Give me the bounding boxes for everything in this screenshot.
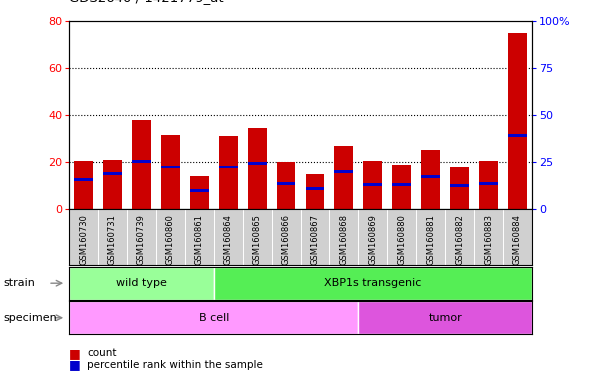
Text: count: count	[87, 348, 117, 358]
Bar	[69, 301, 358, 334]
Bar	[74, 178, 93, 180]
Bar	[219, 136, 237, 209]
Bar	[190, 176, 209, 209]
Bar	[479, 182, 498, 185]
Bar	[69, 267, 214, 300]
Text: GSM160884: GSM160884	[513, 214, 522, 265]
Text: GSM160739: GSM160739	[137, 214, 146, 265]
Bar	[103, 160, 122, 209]
Bar	[190, 189, 209, 192]
Text: GSM160880: GSM160880	[397, 214, 406, 265]
Text: ■: ■	[69, 347, 81, 360]
Bar	[219, 166, 237, 168]
Bar	[248, 128, 266, 209]
Bar	[305, 174, 325, 209]
Text: GSM160869: GSM160869	[368, 214, 377, 265]
Bar	[276, 182, 296, 185]
Text: GSM160864: GSM160864	[224, 214, 233, 265]
Text: GSM160866: GSM160866	[281, 214, 290, 265]
Bar	[364, 161, 382, 209]
Bar	[508, 33, 527, 209]
Bar	[214, 267, 532, 300]
Text: specimen: specimen	[3, 313, 56, 323]
Text: GSM160860: GSM160860	[166, 214, 175, 265]
Bar	[161, 135, 180, 209]
Text: GSM160861: GSM160861	[195, 214, 204, 265]
Text: XBP1s transgenic: XBP1s transgenic	[324, 278, 421, 288]
Bar	[132, 160, 151, 163]
Bar	[132, 120, 151, 209]
Bar	[161, 166, 180, 168]
Bar	[358, 301, 532, 334]
Text: GSM160730: GSM160730	[79, 214, 88, 265]
Bar	[248, 162, 266, 165]
Text: GSM160882: GSM160882	[455, 214, 464, 265]
Bar	[392, 165, 411, 209]
Text: GSM160867: GSM160867	[311, 214, 320, 265]
Bar	[276, 162, 296, 209]
Bar	[508, 134, 527, 137]
Text: GSM160731: GSM160731	[108, 214, 117, 265]
Text: GSM160881: GSM160881	[426, 214, 435, 265]
Bar	[305, 187, 325, 190]
Bar	[392, 184, 411, 186]
Text: GSM160868: GSM160868	[340, 214, 349, 265]
Bar	[450, 184, 469, 187]
Bar	[479, 161, 498, 209]
Bar	[421, 151, 440, 209]
Bar	[335, 146, 353, 209]
Bar	[364, 184, 382, 186]
Text: strain: strain	[3, 278, 35, 288]
Text: GSM160865: GSM160865	[252, 214, 261, 265]
Bar	[335, 170, 353, 173]
Bar	[421, 175, 440, 178]
Text: GDS2640 / 1421779_at: GDS2640 / 1421779_at	[69, 0, 224, 4]
Text: ■: ■	[69, 358, 81, 371]
Text: percentile rank within the sample: percentile rank within the sample	[87, 360, 263, 370]
Text: wild type: wild type	[116, 278, 167, 288]
Text: tumor: tumor	[429, 313, 462, 323]
Bar	[103, 172, 122, 175]
Bar	[74, 161, 93, 209]
Text: GSM160883: GSM160883	[484, 214, 493, 265]
Bar	[450, 167, 469, 209]
Text: B cell: B cell	[198, 313, 229, 323]
